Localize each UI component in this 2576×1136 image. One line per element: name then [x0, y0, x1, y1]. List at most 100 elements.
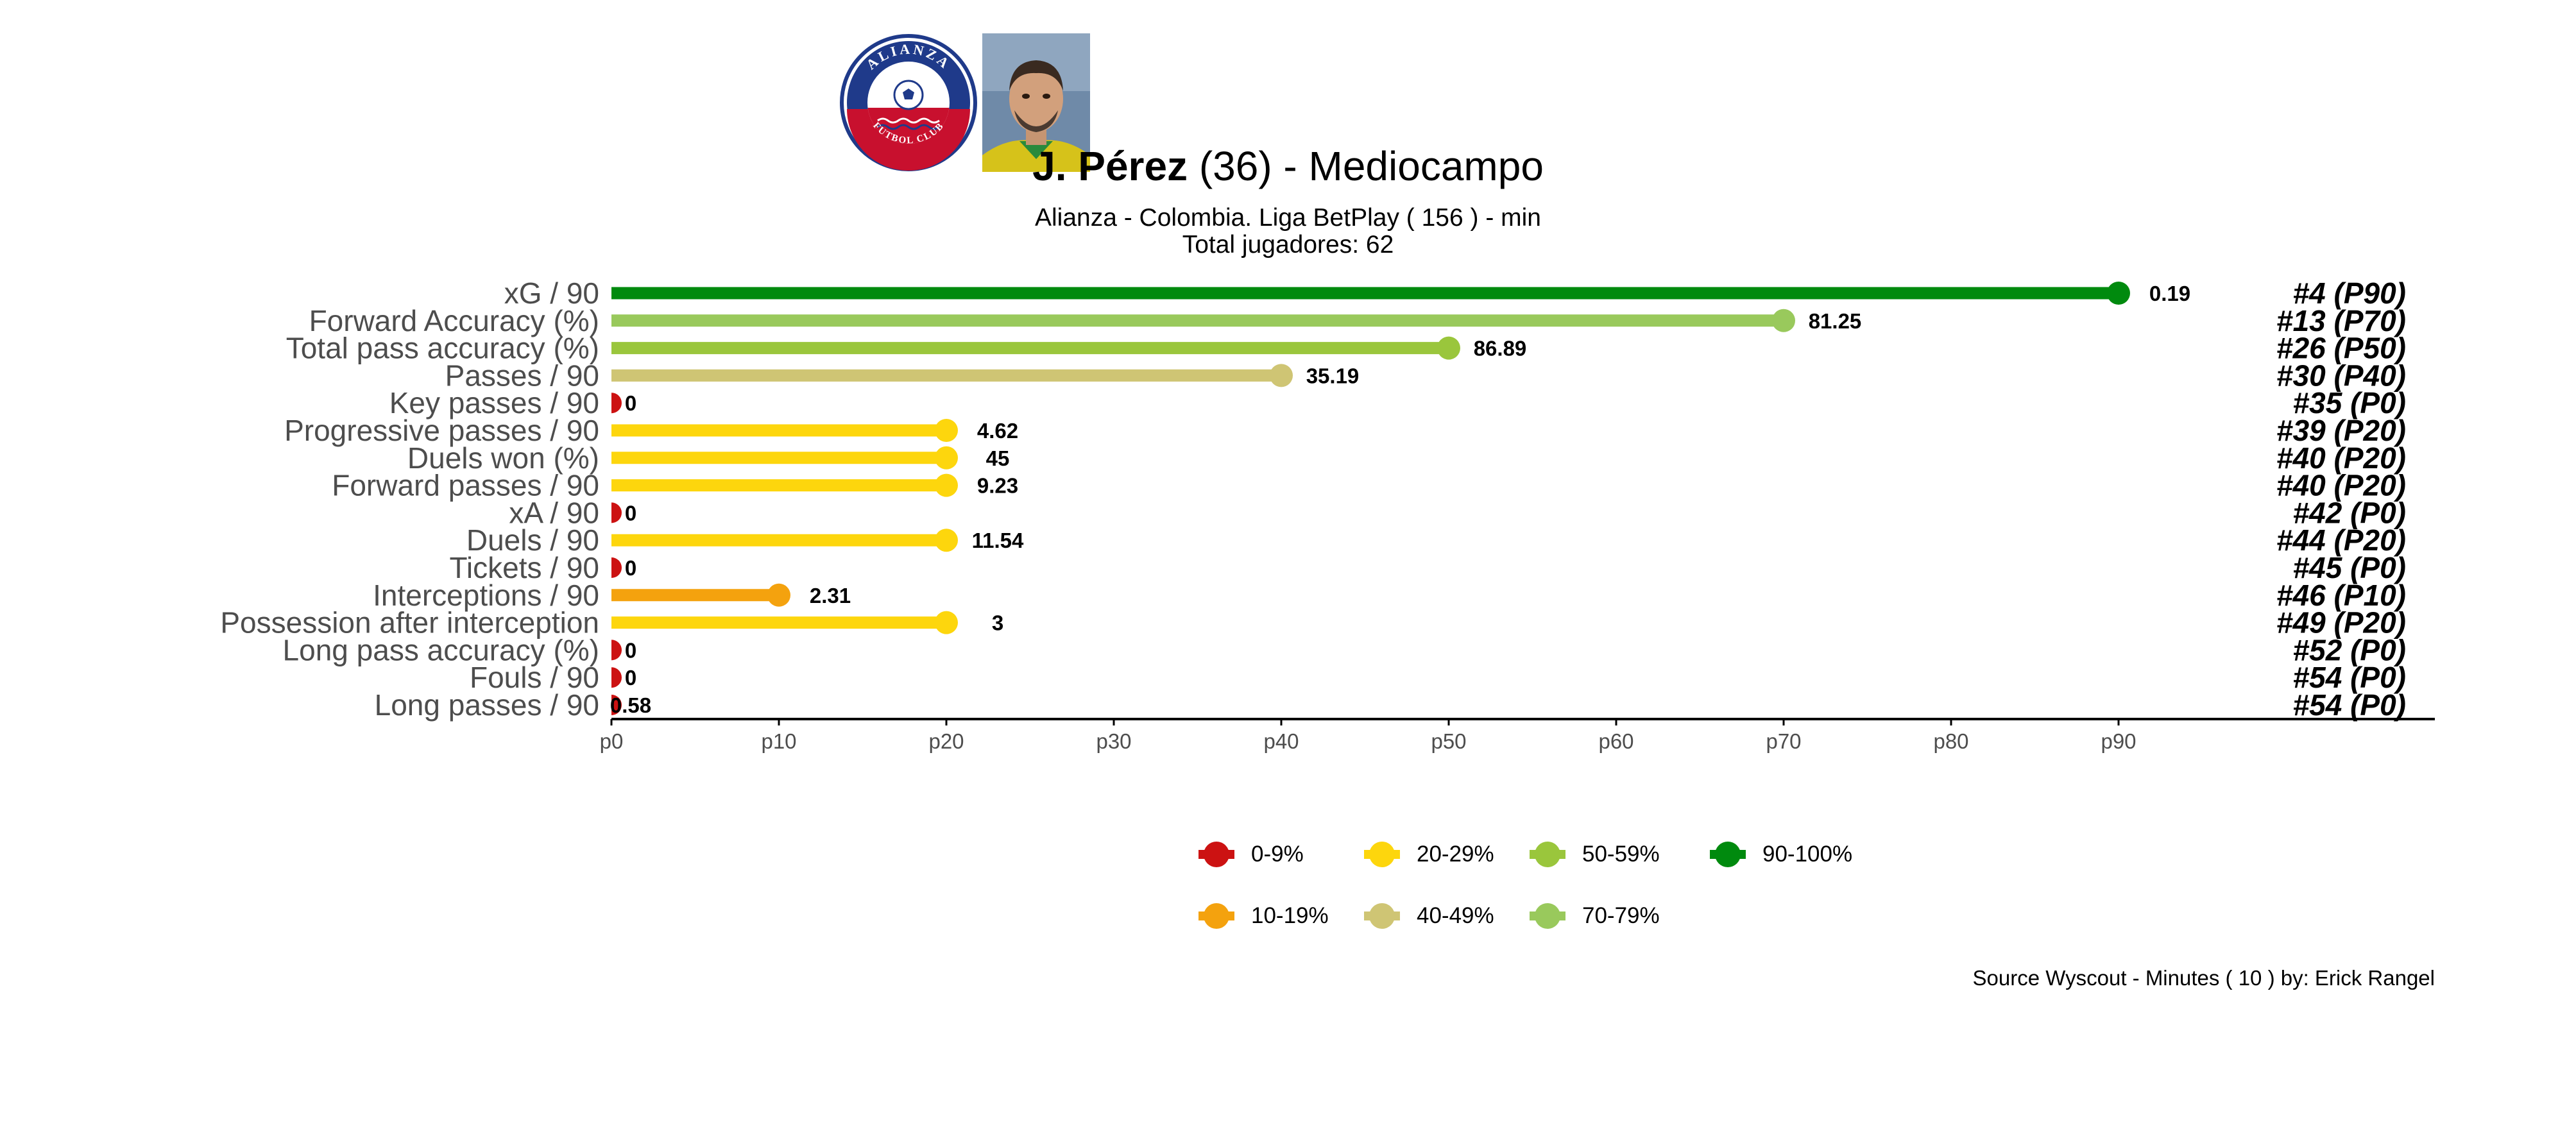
club-logo: ALIANZA FUTBOL CLUB [839, 33, 978, 172]
legend-swatch [1530, 842, 1565, 867]
lollipop-dot [935, 446, 958, 470]
chart-subtitle: Alianza - Colombia. Liga BetPlay ( 156 )… [1034, 204, 1541, 232]
total-players: Total jugadores: 62 [1182, 231, 1394, 259]
lollipop-dot [935, 611, 958, 634]
lollipop-dot [1270, 364, 1293, 387]
rank-label: #52 (P0) [2293, 633, 2406, 666]
x-tick-label: p60 [1598, 729, 1633, 753]
x-tick-label: p40 [1263, 729, 1299, 753]
value-label: 0 [625, 501, 636, 525]
metric-label: Progressive passes / 90 [284, 414, 599, 447]
rank-label: #39 (P20) [2276, 414, 2406, 447]
metric-label: Total pass accuracy (%) [286, 332, 599, 365]
chart-title: J. Pérez (36) - Mediocampo [0, 142, 2576, 190]
metric-label: Duels / 90 [466, 523, 599, 557]
x-tick-label: p10 [761, 729, 796, 753]
player-age: (36) [1198, 143, 1272, 189]
rank-label: #54 (P0) [2293, 688, 2406, 722]
x-tick-label: p90 [2101, 729, 2136, 753]
x-tick-label: p80 [1933, 729, 1968, 753]
metric-label: Forward passes / 90 [332, 469, 599, 502]
lollipop-dot [611, 695, 622, 715]
metric-label: Interceptions / 90 [373, 579, 599, 612]
legend-label: 70-79% [1582, 903, 1660, 928]
lollipop-dot [935, 473, 958, 497]
lollipop-dot [2107, 282, 2130, 305]
lollipop-dot [611, 640, 622, 661]
legend-swatch [1530, 903, 1565, 929]
metric-label: Duels won (%) [407, 441, 599, 475]
value-label: 35.19 [1306, 364, 1360, 387]
legend-label: 0-9% [1251, 842, 1304, 867]
legend-label: 50-59% [1582, 842, 1660, 867]
rank-label: #30 (P40) [2276, 359, 2406, 392]
x-tick-label: p20 [928, 729, 964, 753]
metric-label: Key passes / 90 [389, 386, 599, 420]
value-label: 2.31 [810, 584, 851, 607]
metric-label: Possession after interception [220, 606, 599, 640]
legend-swatch [1710, 842, 1746, 867]
lollipop-dot [611, 557, 622, 578]
rank-label: #40 (P20) [2276, 469, 2406, 502]
metric-label: Fouls / 90 [470, 661, 599, 694]
value-label: 3 [992, 611, 1003, 635]
legend-item: 10-19% [1198, 903, 1329, 929]
metric-label: Long pass accuracy (%) [283, 633, 599, 666]
x-tick-label: p0 [600, 729, 624, 753]
value-label: 81.25 [1809, 309, 1862, 333]
player-name: J. Pérez [1032, 143, 1188, 189]
legend-item: 90-100% [1710, 842, 1852, 867]
rank-label: #49 (P20) [2276, 606, 2406, 640]
rank-label: #44 (P20) [2276, 523, 2406, 557]
legend-label: 10-19% [1251, 903, 1329, 928]
value-label: 0 [625, 638, 636, 662]
rank-label: #42 (P0) [2293, 496, 2406, 529]
legend-item: 20-29% [1364, 842, 1494, 867]
rank-label: #40 (P20) [2276, 441, 2406, 475]
value-label: 0.58 [610, 693, 651, 717]
rank-label: #35 (P0) [2293, 386, 2406, 420]
legend-label: 20-29% [1417, 842, 1494, 867]
rank-label: #46 (P10) [2276, 579, 2406, 612]
value-label: 86.89 [1474, 337, 1527, 360]
lollipop-dot [1772, 309, 1795, 332]
rank-label: #4 (P90) [2293, 276, 2406, 310]
metric-label: Tickets / 90 [450, 551, 599, 584]
value-label: 9.23 [977, 474, 1018, 498]
value-label: 11.54 [972, 529, 1024, 552]
rank-label: #54 (P0) [2293, 661, 2406, 694]
rank-label: #13 (P70) [2276, 304, 2406, 337]
legend-swatch [1364, 842, 1400, 867]
legend-label: 90-100% [1762, 842, 1853, 867]
metric-label: xA / 90 [509, 496, 599, 529]
value-label: 4.62 [977, 419, 1018, 443]
rank-label: #45 (P0) [2293, 551, 2406, 584]
legend-label: 40-49% [1417, 903, 1494, 928]
lollipop-dot [611, 393, 622, 414]
player-photo [982, 33, 1090, 172]
value-label: 0.19 [2149, 282, 2190, 305]
legend-item: 50-59% [1530, 842, 1660, 867]
legend-item: 70-79% [1530, 903, 1660, 929]
lollipop-dot [611, 667, 622, 688]
metric-label: xG / 90 [504, 276, 599, 310]
x-tick-label: p70 [1766, 729, 1801, 753]
lollipop-dot [935, 529, 958, 552]
legend-swatch [1198, 842, 1234, 867]
lollipop-dot [611, 502, 622, 523]
metric-label: Passes / 90 [445, 359, 599, 392]
legend-item: 40-49% [1364, 903, 1494, 929]
value-label: 0 [625, 556, 636, 580]
x-tick-label: p50 [1431, 729, 1466, 753]
lollipop-dot [1437, 336, 1460, 360]
value-label: 45 [986, 446, 1010, 470]
legend-item: 0-9% [1198, 842, 1304, 867]
value-label: 0 [625, 666, 636, 690]
source-caption: Source Wyscout - Minutes ( 10 ) by: Eric… [1972, 966, 2435, 990]
lollipop-dot [935, 419, 958, 442]
metric-label: Forward Accuracy (%) [309, 304, 599, 337]
legend-swatch [1198, 903, 1234, 929]
rank-label: #26 (P50) [2276, 332, 2406, 365]
metric-label: Long passes / 90 [375, 688, 599, 722]
